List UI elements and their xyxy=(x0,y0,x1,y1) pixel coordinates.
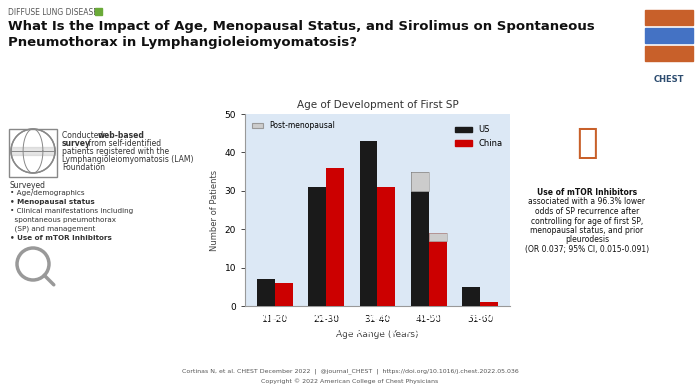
Text: Use of mTOR Inhibitors: Use of mTOR Inhibitors xyxy=(537,188,637,197)
Bar xyxy=(308,187,326,306)
X-axis label: Age Range (Years): Age Range (Years) xyxy=(336,329,419,339)
Bar xyxy=(480,302,498,306)
Legend: US, China: US, China xyxy=(452,122,506,151)
Bar xyxy=(360,141,377,306)
Bar xyxy=(326,168,344,306)
Bar xyxy=(11,147,55,155)
Text: odds of SP recurrence after: odds of SP recurrence after xyxy=(535,207,639,216)
Bar xyxy=(429,233,447,306)
Text: • Age/demographics: • Age/demographics xyxy=(10,190,85,196)
Text: patients registered with the: patients registered with the xyxy=(62,147,169,156)
Bar xyxy=(645,46,693,61)
Title: Age of Development of First SP: Age of Development of First SP xyxy=(297,101,458,111)
Bar xyxy=(429,233,447,241)
Text: • Menopausal status: • Menopausal status xyxy=(10,199,94,205)
Text: web-based: web-based xyxy=(98,131,145,140)
Text: RESULTS: RESULTS xyxy=(445,96,499,106)
Bar xyxy=(645,10,693,25)
Text: 🫁: 🫁 xyxy=(576,126,598,160)
Text: • Clinical manifestations including: • Clinical manifestations including xyxy=(10,208,133,214)
Text: What Is the Impact of Age, Menopausal Status, and Sirolimus on Spontaneous: What Is the Impact of Age, Menopausal St… xyxy=(8,20,595,33)
Text: (SP) and management: (SP) and management xyxy=(10,226,95,232)
Bar xyxy=(411,172,429,306)
Text: Surveyed: Surveyed xyxy=(10,181,46,190)
Text: DIFFUSE LUNG DISEASE: DIFFUSE LUNG DISEASE xyxy=(8,8,98,17)
Bar xyxy=(275,283,293,306)
Text: controlling for age of first SP,: controlling for age of first SP, xyxy=(531,217,643,225)
Text: associated with a 96.3% lower: associated with a 96.3% lower xyxy=(528,197,645,207)
Bar xyxy=(95,8,102,15)
Bar xyxy=(645,28,693,43)
Bar xyxy=(377,187,395,306)
Text: spontaneous pneumothorax: spontaneous pneumothorax xyxy=(10,217,116,223)
Text: Cortinas N, et al. CHEST December 2022  |  @journal_CHEST  |  https://doi.org/10: Cortinas N, et al. CHEST December 2022 |… xyxy=(181,368,519,374)
Text: In patients with LAM, increasing age and menopausal status are associated with a: In patients with LAM, increasing age and… xyxy=(10,312,684,336)
Y-axis label: Number of Patients: Number of Patients xyxy=(210,169,219,251)
Text: Lymphangioleiomyomatosis (LAM): Lymphangioleiomyomatosis (LAM) xyxy=(62,155,193,164)
Text: pleurodesis: pleurodesis xyxy=(565,235,609,245)
Text: • Use of mTOR Inhibitors: • Use of mTOR Inhibitors xyxy=(10,235,112,241)
Text: (OR 0.037; 95% CI, 0.015-0.091): (OR 0.037; 95% CI, 0.015-0.091) xyxy=(525,245,649,254)
Bar xyxy=(9,129,57,177)
Text: Pneumothorax in Lymphangioleiomyomatosis?: Pneumothorax in Lymphangioleiomyomatosis… xyxy=(8,36,357,49)
Bar xyxy=(257,279,275,306)
Text: from self-identified: from self-identified xyxy=(86,139,161,148)
Text: STUDY DESIGN: STUDY DESIGN xyxy=(76,96,168,106)
Text: Foundation: Foundation xyxy=(62,163,105,172)
Circle shape xyxy=(11,129,55,173)
Text: Conducted: Conducted xyxy=(62,131,106,140)
Text: Copyright © 2022 American College of Chest Physicians: Copyright © 2022 American College of Che… xyxy=(261,378,439,384)
Text: CHEST: CHEST xyxy=(654,75,685,84)
Bar xyxy=(411,172,429,191)
Text: menopausal status, and prior: menopausal status, and prior xyxy=(531,226,643,235)
Text: survey: survey xyxy=(62,139,91,148)
Bar xyxy=(462,287,480,306)
